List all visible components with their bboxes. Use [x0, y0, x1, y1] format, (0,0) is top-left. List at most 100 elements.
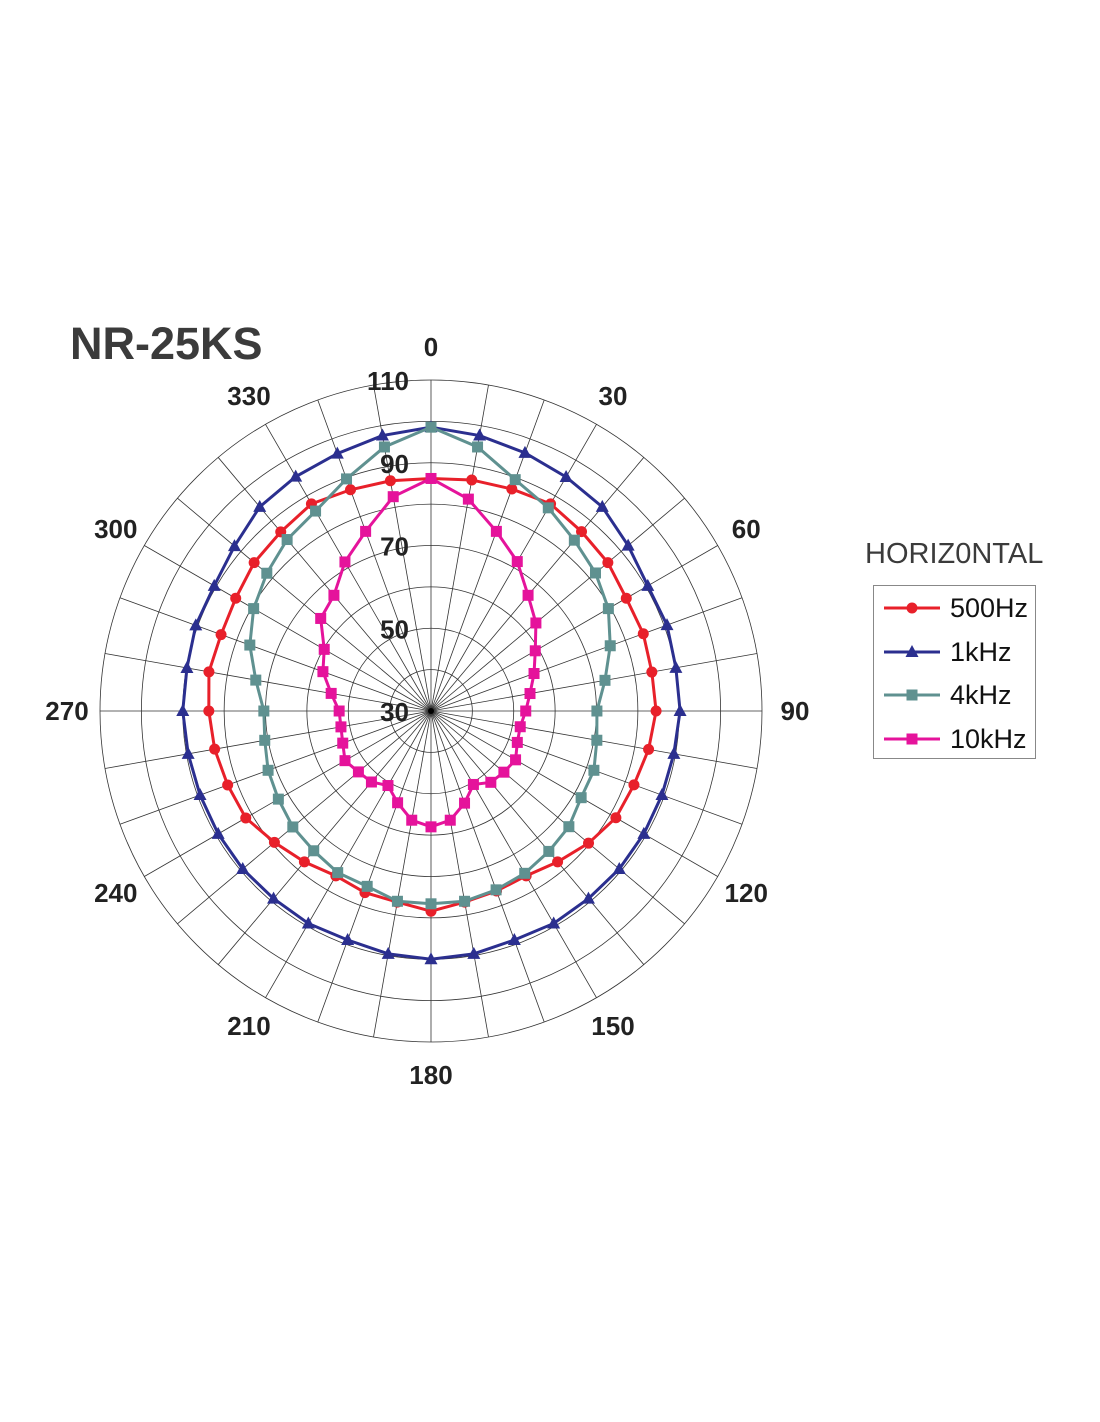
legend-item-10khz: 10kHz: [882, 719, 1027, 759]
data-point: [507, 933, 521, 946]
data-point: [207, 578, 221, 591]
grid-spoke: [430, 710, 489, 1038]
data-point: [467, 946, 481, 959]
data-point: [589, 567, 601, 579]
angle-tick-label: 270: [45, 696, 88, 726]
data-point: [425, 821, 437, 833]
data-point: [317, 666, 329, 678]
legend-title: HORIZ0NTAL: [865, 538, 1044, 570]
data-point: [510, 754, 522, 766]
data-point: [268, 836, 280, 848]
data-point: [328, 589, 340, 601]
data-point: [339, 755, 351, 767]
data-point: [318, 643, 330, 655]
data-point: [203, 666, 215, 678]
data-point: [259, 734, 271, 746]
circle-marker-icon: [884, 602, 940, 614]
data-point: [581, 891, 595, 904]
angle-tick-label: 240: [94, 878, 137, 908]
grid-spoke: [430, 710, 685, 925]
grid-spoke: [430, 710, 718, 877]
data-point: [621, 538, 635, 551]
grid-spoke: [177, 710, 432, 925]
angle-tick-label: 90: [781, 696, 810, 726]
data-point: [575, 792, 587, 804]
grid-spoke: [177, 497, 432, 712]
data-point: [339, 556, 351, 568]
grid-spoke: [430, 710, 743, 825]
data-point: [637, 826, 651, 839]
data-point: [325, 687, 337, 699]
data-point: [352, 766, 364, 778]
legend-marker: [906, 689, 918, 701]
data-point: [341, 473, 353, 485]
data-point: [568, 534, 580, 546]
data-point: [262, 764, 274, 776]
legend-item-1khz: 1kHz: [882, 632, 1012, 672]
data-point: [650, 705, 662, 717]
data-point: [203, 705, 215, 717]
data-point: [583, 837, 595, 849]
data-point: [595, 499, 609, 512]
legend-item-500hz: 500Hz: [882, 588, 1028, 628]
data-point: [193, 788, 207, 801]
grid-spoke: [430, 597, 743, 712]
data-point: [211, 826, 225, 839]
angle-tick-label: 150: [591, 1011, 634, 1041]
data-point: [240, 812, 252, 824]
grid-spoke: [430, 710, 545, 1023]
data-point: [524, 688, 536, 700]
data-point: [361, 880, 373, 892]
data-point: [425, 898, 437, 910]
angle-tick-label: 180: [409, 1060, 452, 1090]
data-point: [378, 441, 390, 453]
radial-tick-label: 50: [380, 614, 409, 644]
grid-spoke: [430, 457, 645, 712]
data-point: [382, 780, 394, 792]
data-point: [301, 916, 315, 929]
data-point: [381, 946, 395, 959]
series-4khz: [244, 421, 616, 910]
data-point: [669, 660, 683, 673]
data-point: [298, 856, 310, 868]
data-point: [547, 916, 561, 929]
data-point: [667, 746, 681, 759]
data-point: [244, 639, 256, 651]
radial-tick-label: 30: [380, 697, 409, 727]
data-point: [543, 845, 555, 857]
data-point: [330, 446, 344, 459]
data-point: [466, 474, 478, 486]
data-point: [289, 469, 303, 482]
grid-spoke: [265, 424, 432, 712]
triangle-marker-icon: [884, 645, 940, 657]
grid-spoke: [317, 399, 432, 712]
legend-marker: [906, 733, 918, 745]
data-point: [392, 797, 404, 809]
grid-spoke: [430, 710, 645, 965]
radial-tick-labels: 30 50 70 90 110: [367, 366, 409, 727]
data-point: [542, 502, 554, 514]
data-point: [267, 891, 281, 904]
data-point: [612, 861, 626, 874]
data-point: [563, 821, 575, 833]
data-point: [588, 764, 600, 776]
grid-spoke: [430, 653, 758, 712]
series-layer: [176, 420, 687, 965]
data-point: [620, 592, 632, 604]
data-point: [522, 589, 534, 601]
grid-spoke: [373, 710, 432, 1038]
data-point: [425, 421, 437, 433]
data-point: [308, 845, 320, 857]
legend: 500Hz 1kHz 4kHz 10kHz: [873, 585, 1036, 759]
legend-label: 10kHz: [950, 723, 1027, 754]
data-point: [344, 484, 356, 496]
data-point: [406, 814, 418, 826]
legend-marker: [905, 645, 919, 657]
data-point: [281, 534, 293, 546]
data-point: [473, 428, 487, 441]
data-point: [391, 895, 403, 907]
data-point: [332, 867, 344, 879]
data-point: [459, 797, 471, 809]
data-point: [459, 895, 471, 907]
